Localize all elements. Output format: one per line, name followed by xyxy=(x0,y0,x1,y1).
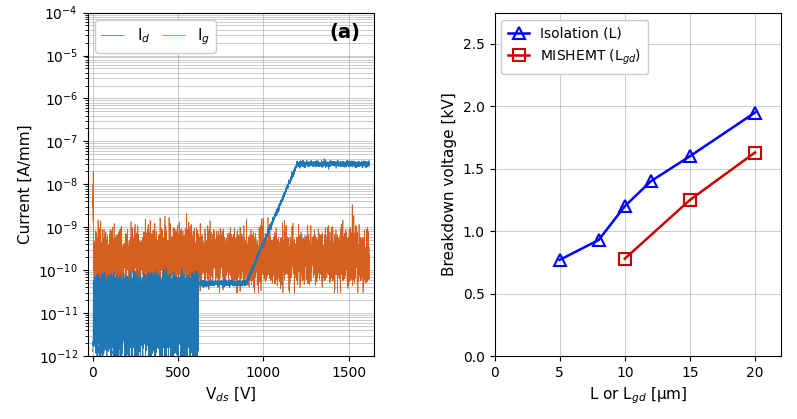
I$_d$ xyxy=(138,289,147,294)
MISHEMT (L$_{gd}$) xyxy=(685,197,695,202)
Y-axis label: Breakdown voltage [kV]: Breakdown voltage [kV] xyxy=(442,93,457,276)
I$_d$ xyxy=(294,163,304,168)
I$_g$ xyxy=(139,256,148,261)
X-axis label: V$_{ds}$ [V]: V$_{ds}$ [V] xyxy=(206,385,257,404)
Line: MISHEMT (L$_{gd}$): MISHEMT (L$_{gd}$) xyxy=(619,147,760,264)
Y-axis label: Current [A/mm]: Current [A/mm] xyxy=(18,124,33,244)
I$_d$ xyxy=(92,354,101,359)
I$_d$ xyxy=(88,347,97,352)
Line: Isolation (L): Isolation (L) xyxy=(554,107,760,266)
I$_g$ xyxy=(88,169,98,174)
I$_g$ xyxy=(88,219,97,224)
I$_d$ xyxy=(316,163,325,168)
I$_g$ xyxy=(316,234,325,239)
I$_d$ xyxy=(320,156,329,161)
I$_g$ xyxy=(194,235,203,240)
Isolation (L) xyxy=(750,110,760,115)
I$_g$ xyxy=(294,260,304,265)
I$_d$ xyxy=(268,220,277,225)
Line: I$_g$: I$_g$ xyxy=(92,171,369,293)
Legend: I$_d$, I$_g$: I$_d$, I$_g$ xyxy=(96,20,217,53)
I$_g$ xyxy=(364,253,374,259)
Isolation (L) xyxy=(685,154,695,159)
I$_d$ xyxy=(194,339,203,344)
I$_d$ xyxy=(364,165,374,170)
Line: I$_d$: I$_d$ xyxy=(92,159,369,356)
Legend: Isolation (L), MISHEMT (L$_{gd}$): Isolation (L), MISHEMT (L$_{gd}$) xyxy=(501,20,649,74)
I$_g$ xyxy=(268,271,277,276)
I$_g$ xyxy=(108,290,117,295)
Isolation (L) xyxy=(555,257,564,262)
I$_g$ xyxy=(253,290,263,295)
Isolation (L) xyxy=(646,179,656,184)
Isolation (L) xyxy=(594,238,603,243)
Isolation (L) xyxy=(620,204,630,209)
Text: (b): (b) xyxy=(523,23,555,42)
MISHEMT (L$_{gd}$) xyxy=(750,150,760,155)
Text: (a): (a) xyxy=(329,23,360,42)
I$_d$ xyxy=(253,249,263,254)
X-axis label: L or L$_{gd}$ [μm]: L or L$_{gd}$ [μm] xyxy=(588,385,687,406)
MISHEMT (L$_{gd}$) xyxy=(620,256,630,261)
